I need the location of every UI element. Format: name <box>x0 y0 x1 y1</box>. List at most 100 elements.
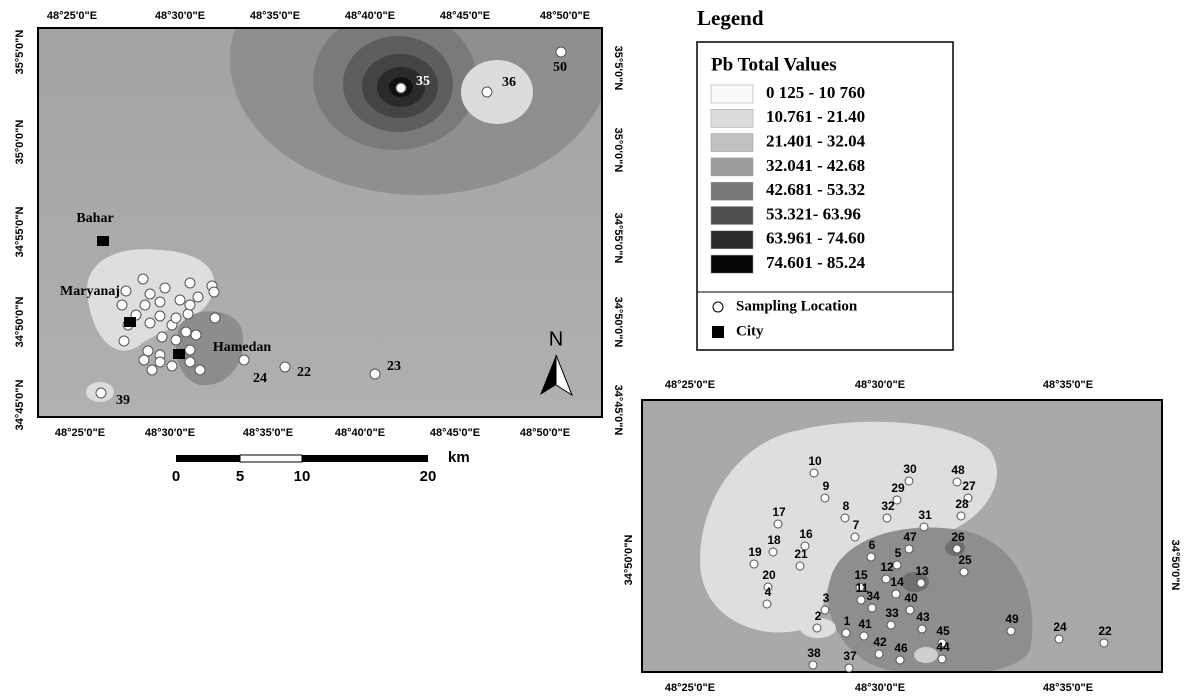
point-label: 43 <box>916 610 930 624</box>
point-label: 12 <box>880 560 894 574</box>
sampling-location <box>887 621 895 629</box>
coord-label: 48°45'0"E <box>430 427 480 439</box>
sampling-location <box>953 478 961 486</box>
page: 48°25'0"E48°30'0"E48°35'0"E48°40'0"E48°4… <box>0 0 1187 697</box>
sampling-dot <box>147 365 157 375</box>
sampling-location <box>857 596 865 604</box>
point-label: 1 <box>844 614 851 628</box>
sampling-location <box>893 561 901 569</box>
main-map-surface <box>38 0 610 417</box>
point-label: 24 <box>1053 620 1067 634</box>
sampling-dot <box>185 357 195 367</box>
sampling-dot <box>167 361 177 371</box>
point-label: 28 <box>955 497 969 511</box>
coord-label: 48°35'0"E <box>250 10 300 22</box>
point-label: 33 <box>885 606 899 620</box>
coord-label: 35°0'0"N <box>14 120 26 165</box>
coord-label: 48°35'0"E <box>1043 682 1093 694</box>
point-label: 41 <box>858 617 872 631</box>
point-label: 6 <box>869 538 876 552</box>
point-label: 39 <box>116 393 130 408</box>
sampling-dot <box>210 313 220 323</box>
point-label: 16 <box>799 527 813 541</box>
sampling-dot <box>155 297 165 307</box>
sampling-dot <box>191 330 201 340</box>
city <box>97 236 109 246</box>
coord-label: 48°40'0"E <box>335 427 385 439</box>
legend-swatch <box>711 134 753 152</box>
sampling-location <box>280 362 290 372</box>
sampling-dot <box>155 357 165 367</box>
sampling-dot <box>145 289 155 299</box>
sampling-dot <box>139 355 149 365</box>
point-label: 23 <box>387 359 401 374</box>
scale-label: 10 <box>294 468 311 485</box>
sampling-location <box>905 477 913 485</box>
sampling-location <box>841 514 849 522</box>
legend-class: 10.761 - 21.40 <box>766 107 865 126</box>
sampling-location <box>750 560 758 568</box>
scale-label: 5 <box>236 468 244 485</box>
coord-label: 48°45'0"E <box>440 10 490 22</box>
sampling-location <box>960 568 968 576</box>
sampling-location <box>905 545 913 553</box>
point-label: 14 <box>890 575 904 589</box>
point-label: 4 <box>765 585 772 599</box>
point-label: 10 <box>808 454 822 468</box>
legend-swatch <box>711 109 753 127</box>
sampling-dot <box>171 313 181 323</box>
sampling-dot <box>171 335 181 345</box>
point-label: 25 <box>958 553 972 567</box>
sampling-dot <box>117 300 127 310</box>
sampling-location <box>769 548 777 556</box>
sampling-dot <box>195 365 205 375</box>
sampling-dot <box>185 300 195 310</box>
city-label: Bahar <box>76 211 113 226</box>
scale-bar <box>176 455 428 462</box>
point-label: 22 <box>1098 624 1112 638</box>
coord-label: 48°30'0"E <box>855 379 905 391</box>
sampling-location <box>96 388 106 398</box>
sampling-location <box>917 579 925 587</box>
point-label: 30 <box>903 462 917 476</box>
legend-swatch <box>711 158 753 176</box>
sampling-location <box>851 533 859 541</box>
sampling-dot <box>121 286 131 296</box>
figure: 48°25'0"E48°30'0"E48°35'0"E48°40'0"E48°4… <box>0 0 1187 697</box>
inset-map-surface <box>642 400 1162 675</box>
sampling-location <box>1055 635 1063 643</box>
sampling-location <box>867 553 875 561</box>
scale-label: 0 <box>172 468 180 485</box>
point-label: 17 <box>772 505 786 519</box>
legend-class: 74.601 - 85.24 <box>766 253 866 272</box>
sampling-dot <box>193 292 203 302</box>
legend-swatch <box>711 85 753 103</box>
coord-label: 34°50'0"N <box>612 297 624 348</box>
coord-label: 48°30'0"E <box>855 682 905 694</box>
point-label: 19 <box>748 545 762 559</box>
sampling-dot <box>181 327 191 337</box>
coord-label: 48°30'0"E <box>145 427 195 439</box>
sampling-location <box>883 514 891 522</box>
point-label: 34 <box>866 589 880 603</box>
point-label: 47 <box>903 530 917 544</box>
coord-label: 35°5'0"N <box>14 30 26 75</box>
coord-label: 48°30'0"E <box>155 10 205 22</box>
sampling-location <box>953 545 961 553</box>
point-label: 2 <box>815 609 822 623</box>
point-label: 3 <box>823 591 830 605</box>
sampling-location <box>892 590 900 598</box>
sampling-dot <box>183 309 193 319</box>
sampling-location <box>796 562 804 570</box>
point-label: 48 <box>951 463 965 477</box>
sampling-dot <box>209 287 219 297</box>
scale-label: 20 <box>420 468 437 485</box>
point-label: 5 <box>895 546 902 560</box>
legend-class: 21.401 - 32.04 <box>766 132 866 151</box>
legend-symbol-label: Sampling Location <box>736 298 858 314</box>
legend-subtitle: Pb Total Values <box>711 54 837 75</box>
coord-label: 34°50'0"N <box>1169 540 1181 591</box>
coord-label: 48°50'0"E <box>520 427 570 439</box>
sampling-location <box>918 625 926 633</box>
sampling-dot <box>143 346 153 356</box>
